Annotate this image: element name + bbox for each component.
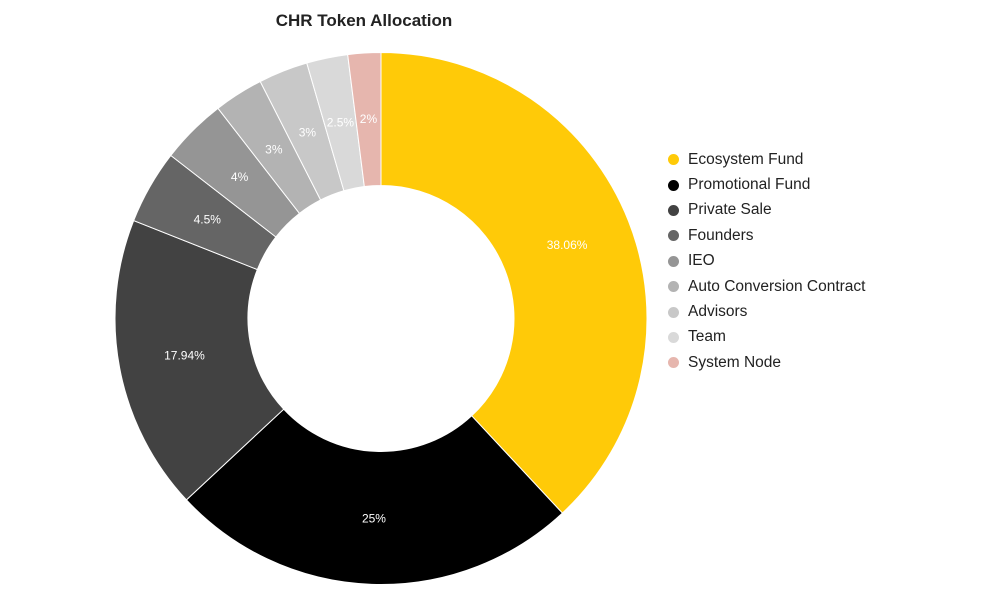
legend-item[interactable]: Auto Conversion Contract [668, 274, 865, 299]
data-label: 2.5% [327, 116, 355, 130]
legend-item[interactable]: Advisors [668, 299, 865, 324]
legend-marker [668, 179, 679, 191]
legend-label: Promotional Fund [688, 176, 811, 194]
data-label: 25% [362, 511, 386, 525]
legend-label: Advisors [688, 303, 748, 321]
legend-marker [668, 154, 679, 166]
legend-item[interactable]: Founders [668, 223, 865, 248]
data-label: 3% [299, 126, 317, 140]
legend-label: Ecosystem Fund [688, 150, 804, 168]
legend-marker [668, 281, 679, 293]
legend-label: Team [688, 328, 726, 346]
legend-label: System Node [688, 353, 782, 371]
slice-private-sale[interactable] [114, 219, 285, 501]
legend-label: Private Sale [688, 201, 772, 219]
data-label: 38.06% [547, 238, 588, 252]
legend-label: IEO [688, 252, 715, 270]
legend-item[interactable]: Ecosystem Fund [668, 147, 865, 172]
legend-item[interactable]: IEO [668, 249, 865, 274]
data-label: 17.94% [164, 349, 205, 363]
data-label: 2% [360, 112, 378, 126]
legend-marker [668, 331, 679, 343]
legend: Ecosystem Fund Promotional Fund Private Sa… [668, 147, 865, 376]
data-label: 4% [231, 170, 249, 184]
slice-promotional-fund[interactable] [185, 408, 564, 585]
slice-ecosystem-fund[interactable] [380, 51, 648, 514]
legend-label: Founders [688, 226, 754, 244]
legend-item[interactable]: Promotional Fund [668, 172, 865, 197]
slice-system-node[interactable] [347, 51, 382, 188]
legend-marker [668, 306, 679, 318]
legend-item[interactable]: Private Sale [668, 198, 865, 223]
legend-label: Auto Conversion Contract [688, 277, 866, 295]
legend-item[interactable]: Team [668, 325, 865, 350]
legend-marker [668, 357, 679, 369]
data-label: 4.5% [194, 212, 222, 226]
legend-marker [668, 230, 679, 242]
legend-marker [668, 255, 679, 267]
chart-title: CHR Token Allocation [275, 11, 453, 30]
data-label: 3% [265, 143, 283, 157]
legend-marker [668, 204, 679, 216]
legend-item[interactable]: System Node [668, 350, 865, 375]
